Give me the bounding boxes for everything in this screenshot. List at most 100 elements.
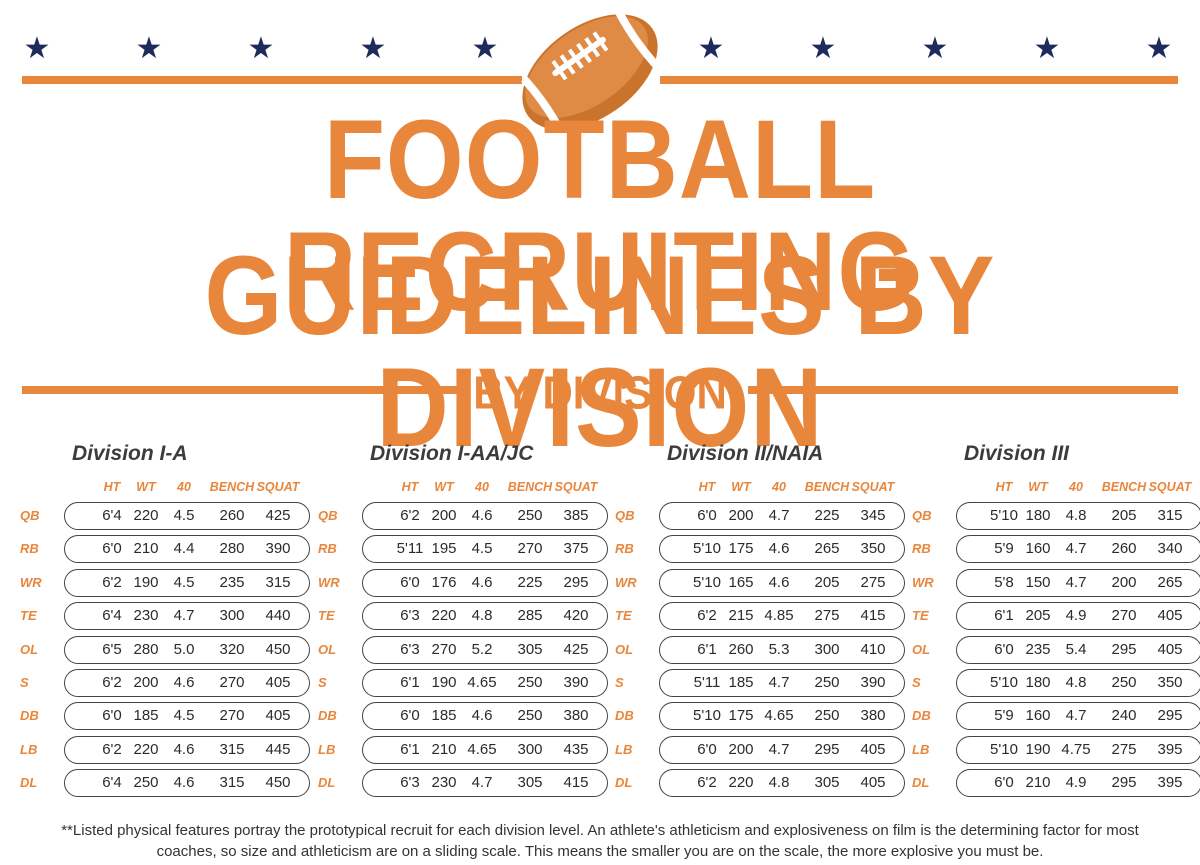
stat-ht: 5'10 bbox=[693, 540, 721, 558]
stat-squat: 340 bbox=[1157, 540, 1183, 558]
stat-bench: 250 bbox=[517, 707, 543, 725]
column-header: WT bbox=[1028, 480, 1048, 494]
star-row: ★ ★ ★ ★ ★ ★ ★ ★ ★ ★ bbox=[0, 34, 1200, 66]
stat-ht: 6'4 bbox=[102, 507, 122, 524]
position-label: LB bbox=[20, 741, 38, 757]
row-pill bbox=[362, 502, 608, 530]
stat-squat: 295 bbox=[563, 573, 589, 591]
position-label: DB bbox=[318, 708, 337, 724]
stat-squat: 315 bbox=[265, 573, 291, 591]
stat-ht: 6'1 bbox=[994, 607, 1014, 625]
stat-forty: 4.9 bbox=[1065, 607, 1087, 625]
stat-bench: 300 bbox=[814, 640, 840, 658]
stat-ht: 6'2 bbox=[697, 607, 717, 625]
position-label: S bbox=[20, 675, 29, 690]
table-row: OL 6'1 260 5.3 300 410 bbox=[615, 635, 905, 664]
row-pill bbox=[956, 602, 1200, 631]
row-pill bbox=[659, 502, 905, 530]
stat-bench: 250 bbox=[517, 507, 543, 524]
stat-ht: 6'2 bbox=[102, 674, 122, 691]
row-pill bbox=[362, 535, 608, 564]
stat-wt: 160 bbox=[1025, 707, 1051, 725]
page-title-line2: GUIDELINES BY DIVISION bbox=[204, 233, 996, 471]
stat-forty: 4.6 bbox=[471, 707, 493, 725]
position-label: DB bbox=[20, 708, 39, 724]
stat-wt: 195 bbox=[431, 540, 457, 558]
row-pill bbox=[64, 702, 310, 731]
column-header: 40 bbox=[1069, 480, 1083, 494]
column-header: BENCH bbox=[1101, 480, 1147, 494]
column-header: BENCH bbox=[804, 480, 850, 494]
stat-wt: 185 bbox=[728, 674, 754, 691]
row-pill bbox=[659, 669, 905, 697]
stat-wt: 165 bbox=[728, 573, 754, 591]
stat-forty: 4.6 bbox=[471, 573, 493, 591]
stat-forty: 4.65 bbox=[764, 707, 794, 725]
stat-ht: 5'9 bbox=[994, 540, 1014, 558]
stat-wt: 210 bbox=[431, 740, 457, 758]
table-row: RB 5'11 195 4.5 270 375 bbox=[318, 535, 608, 564]
position-label: QB bbox=[20, 508, 40, 523]
row-pill bbox=[362, 769, 608, 798]
row-pill bbox=[64, 502, 310, 530]
table-row: DB 6'0 185 4.6 250 380 bbox=[318, 702, 608, 731]
row-pill bbox=[956, 702, 1200, 731]
stat-forty: 5.4 bbox=[1065, 640, 1087, 658]
column-header: WT bbox=[136, 480, 156, 494]
table-row: RB 5'9 160 4.7 260 340 bbox=[912, 535, 1200, 564]
table-row: QB 6'2 200 4.6 250 385 bbox=[318, 502, 608, 530]
stat-forty: 4.9 bbox=[1065, 774, 1087, 792]
stat-forty: 4.4 bbox=[173, 540, 195, 558]
stat-bench: 275 bbox=[1111, 740, 1137, 758]
row-pill bbox=[64, 635, 310, 664]
position-label: WR bbox=[615, 574, 637, 590]
stat-forty: 5.2 bbox=[471, 640, 493, 658]
stat-squat: 395 bbox=[1157, 740, 1183, 758]
stat-bench: 235 bbox=[219, 573, 245, 591]
stat-ht: 6'0 bbox=[697, 507, 717, 524]
stat-bench: 305 bbox=[517, 640, 543, 658]
stat-bench: 250 bbox=[814, 674, 840, 691]
stat-squat: 295 bbox=[1157, 707, 1183, 725]
row-pill bbox=[659, 735, 905, 764]
stat-wt: 176 bbox=[431, 573, 457, 591]
stat-squat: 410 bbox=[860, 640, 886, 658]
stat-ht: 5'10 bbox=[990, 674, 1018, 691]
footnote: **Listed physical features portray the p… bbox=[0, 820, 1200, 862]
row-pill bbox=[64, 535, 310, 564]
stat-squat: 405 bbox=[265, 707, 291, 725]
column-header: 40 bbox=[177, 480, 191, 494]
position-label: OL bbox=[20, 641, 39, 657]
stat-ht: 6'0 bbox=[697, 740, 717, 758]
stat-ht: 6'0 bbox=[400, 707, 420, 725]
row-pill bbox=[659, 568, 905, 597]
column-header: SQUAT bbox=[256, 480, 300, 494]
sub-rule-left bbox=[22, 386, 462, 394]
row-pill bbox=[362, 702, 608, 731]
stat-wt: 230 bbox=[431, 774, 457, 792]
row-pill bbox=[659, 702, 905, 731]
stat-ht: 6'3 bbox=[400, 774, 420, 792]
stat-bench: 270 bbox=[517, 540, 543, 558]
stat-wt: 210 bbox=[1025, 774, 1051, 792]
stat-wt: 235 bbox=[1025, 640, 1051, 658]
table-row: DB 6'0 185 4.5 270 405 bbox=[20, 702, 310, 731]
star-icon: ★ bbox=[697, 31, 725, 66]
stat-bench: 260 bbox=[219, 507, 245, 524]
stat-squat: 420 bbox=[563, 607, 589, 625]
star-icon: ★ bbox=[359, 31, 387, 66]
position-label: OL bbox=[615, 641, 634, 657]
position-label: TE bbox=[20, 608, 37, 624]
stat-ht: 6'0 bbox=[994, 640, 1014, 658]
stat-wt: 220 bbox=[728, 774, 754, 792]
stat-forty: 4.7 bbox=[471, 774, 493, 792]
stat-ht: 5'10 bbox=[990, 507, 1018, 524]
stat-forty: 4.75 bbox=[1061, 740, 1091, 758]
stat-forty: 4.85 bbox=[764, 607, 794, 625]
stat-bench: 225 bbox=[814, 507, 840, 524]
star-icon: ★ bbox=[135, 31, 163, 66]
stat-squat: 390 bbox=[563, 674, 589, 691]
stat-forty: 4.5 bbox=[173, 573, 195, 591]
stat-forty: 5.0 bbox=[173, 640, 195, 658]
position-label: TE bbox=[912, 608, 929, 624]
